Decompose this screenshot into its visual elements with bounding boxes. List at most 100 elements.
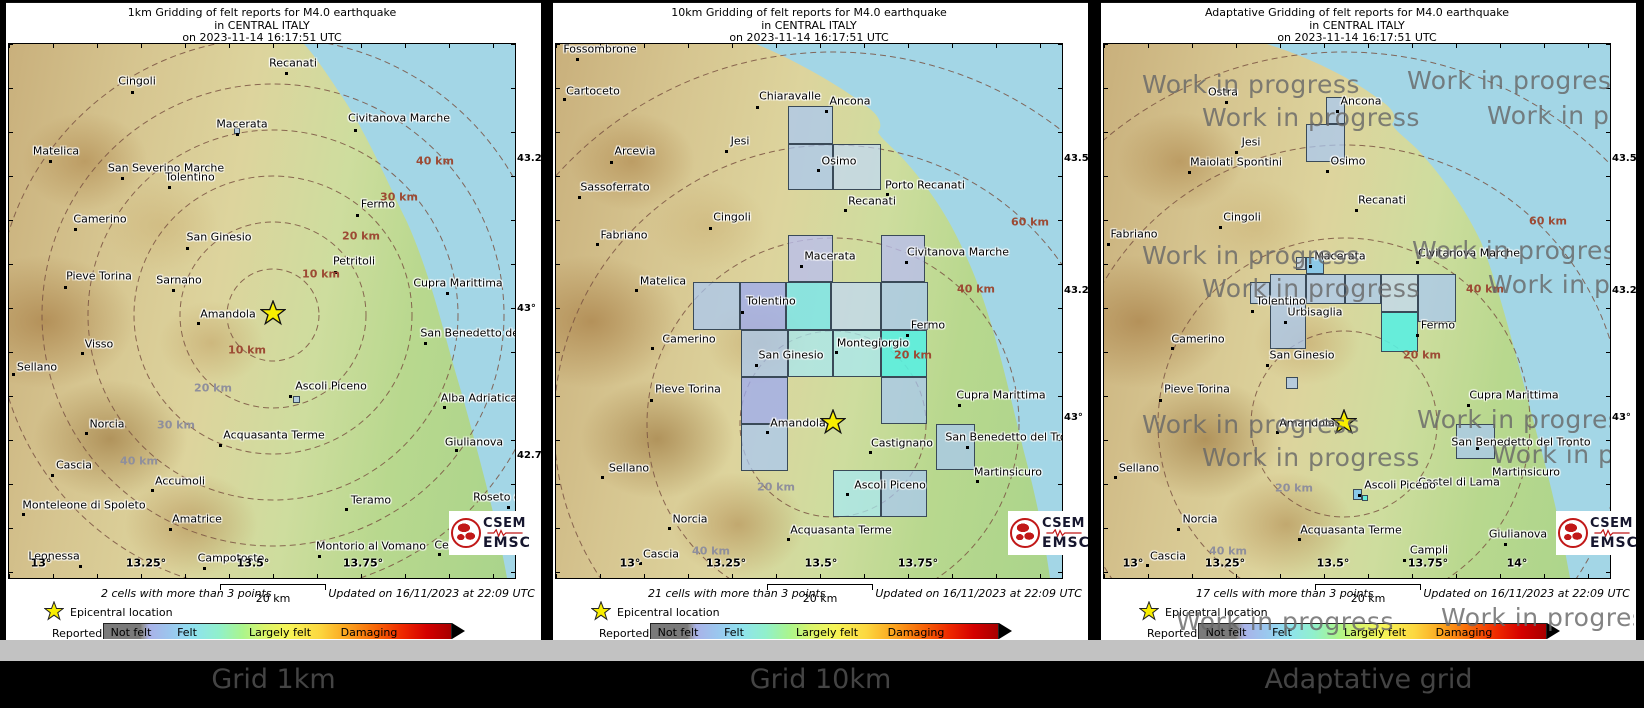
axis-ticks <box>1058 44 1062 578</box>
ring-distance-label: 20 km <box>342 229 380 243</box>
city-label: Norcia <box>89 417 125 431</box>
city-label: Arcevia <box>614 144 656 158</box>
colorbar-level-label: Largely felt <box>248 626 312 639</box>
city-dot <box>725 150 728 153</box>
grid-cell <box>1381 312 1418 352</box>
grid-cell <box>1353 489 1362 500</box>
distance-ring <box>226 268 320 362</box>
city-dot <box>169 528 172 531</box>
logo-text: CSEM EMSC <box>1590 517 1638 550</box>
city-label: Castignano <box>871 436 933 450</box>
panel-grid-1km: 1km Gridding of felt reports for M4.0 ea… <box>6 2 554 642</box>
city-dot <box>741 311 744 314</box>
city-label: Pieve Torina <box>1164 382 1230 396</box>
epicenter-star-icon <box>819 408 847 435</box>
logo-emsc: EMSC <box>483 534 531 551</box>
city-dot <box>1235 151 1238 154</box>
city-dot <box>172 289 175 292</box>
city-label: Norcia <box>1182 512 1218 526</box>
title-line1: 10km Gridding of felt reports for M4.0 e… <box>671 6 947 19</box>
city-label: Cingoli <box>118 74 156 88</box>
cells-note: 17 cells with more than 3 points <box>1196 587 1374 600</box>
city-dot <box>121 177 124 180</box>
city-label: San Ginesio <box>758 348 824 362</box>
city-label: Camerino <box>662 332 716 346</box>
city-dot <box>1424 486 1427 489</box>
city-dot <box>1114 476 1117 479</box>
caption-grid-1km: Grid 1km <box>211 664 336 695</box>
city-label: Camerino <box>1171 332 1225 346</box>
grid-cell <box>1456 424 1495 459</box>
city-dot <box>1358 494 1361 497</box>
city-label: Cupra Marittima <box>956 388 1046 402</box>
city-dot <box>817 169 820 172</box>
city-label: Norcia <box>672 512 708 526</box>
city-dot <box>131 91 134 94</box>
city-label: Castel di Lama <box>1418 475 1500 489</box>
city-label: Porto Recanati <box>885 178 965 192</box>
colorbar-level-label: Damaging <box>1435 626 1493 639</box>
ring-distance-label: 30 km <box>380 190 418 204</box>
colorbar-level-label: Not felt <box>1205 626 1247 639</box>
city-label: Martinsicuro <box>974 465 1042 479</box>
longitude-label: 13.5° <box>1316 556 1350 570</box>
panel-grid-10km: 10km Gridding of felt reports for M4.0 e… <box>553 2 1101 642</box>
epicenter-star <box>259 299 287 330</box>
longitude-label: 13.25° <box>125 556 167 570</box>
city-label: Teramo <box>350 493 392 507</box>
city-dot <box>1146 564 1149 567</box>
city-dot <box>12 373 15 376</box>
city-dot <box>755 364 758 367</box>
city-dot <box>846 493 849 496</box>
city-dot <box>289 395 292 398</box>
city-dot <box>446 292 449 295</box>
epicenter-star-icon <box>44 601 64 621</box>
city-dot <box>1188 171 1191 174</box>
colorbar-arrow-icon <box>452 623 465 639</box>
grid-cell <box>1326 97 1345 124</box>
updated-timestamp: Updated on 16/11/2023 at 22:09 UTC <box>875 587 1082 600</box>
panel-title: 1km Gridding of felt reports for M4.0 ea… <box>8 6 516 45</box>
city-label: Fermo <box>360 197 396 211</box>
csem-emsc-logo: CSEM EMSC <box>1556 511 1638 555</box>
city-dot <box>709 227 712 230</box>
cells-note: 2 cells with more than 3 points <box>101 587 272 600</box>
colorbar-level-label: Largely felt <box>795 626 859 639</box>
grid-cell <box>1270 304 1306 349</box>
grid-cell <box>293 396 300 403</box>
city-label: Sellano <box>16 360 58 374</box>
colorbar-level-label: Felt <box>1272 626 1292 639</box>
ring-distance-label: 40 km <box>1209 544 1247 558</box>
ring-distance-label: 10 km <box>228 343 266 357</box>
grid-cell <box>788 235 833 282</box>
figure-gray-band <box>0 640 1644 661</box>
city-label: Campli <box>1409 543 1449 557</box>
ring-distance-label: 20 km <box>1275 481 1313 495</box>
city-dot <box>651 347 654 350</box>
city-label: Cascia <box>1150 549 1186 563</box>
city-label: Montegiorgio <box>836 336 910 350</box>
city-label: Fabriano <box>600 228 648 242</box>
ring-distance-label: 20 km <box>894 348 932 362</box>
latitude-label: 43.25° <box>517 153 554 164</box>
ring-distance-label: 60 km <box>1011 215 1049 229</box>
ring-distance-label: 20 km <box>757 480 795 494</box>
city-dot <box>1276 431 1279 434</box>
city-dot <box>64 286 67 289</box>
grid-cell <box>1286 377 1298 389</box>
city-dot <box>334 271 337 274</box>
city-label: Recanati <box>848 194 896 208</box>
city-label: San Benedetto del Tronto <box>1451 435 1591 449</box>
city-label: Civitanova Marche <box>1417 246 1521 260</box>
city-dot <box>1266 364 1269 367</box>
city-label: Macerata <box>1314 249 1366 263</box>
grid-cell <box>741 377 788 424</box>
scale-bar-label: 20 km <box>802 592 838 605</box>
city-dot <box>81 352 84 355</box>
logo-text: CSEM EMSC <box>483 517 531 550</box>
ring-distance-label: 10 km <box>302 267 340 281</box>
city-dot <box>219 444 222 447</box>
globe-icon <box>1010 518 1040 548</box>
distance-ring <box>1250 330 1438 518</box>
city-dot <box>1225 101 1228 104</box>
